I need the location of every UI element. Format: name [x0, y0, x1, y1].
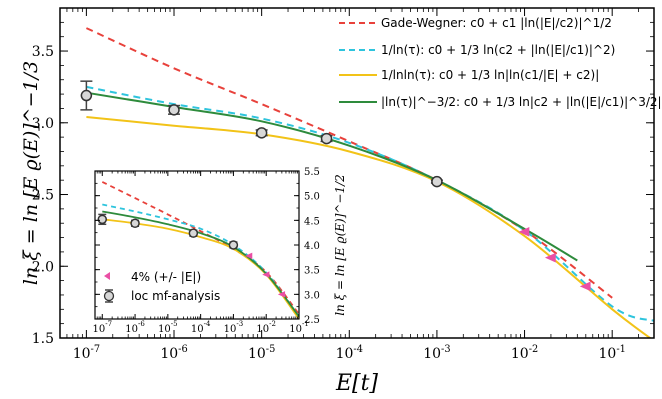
scatter-point [277, 291, 286, 298]
x-tick-label: 10-6 [125, 320, 145, 335]
data-point [255, 127, 268, 139]
scatter-point [579, 281, 591, 292]
main-y-axis-label: ln ξ = ln [E ϱ(E)]^−1/3 [20, 61, 42, 285]
inset-plot-frame [94, 170, 300, 320]
scatter-point [262, 271, 270, 278]
data-point [97, 214, 108, 225]
x-tick-label: 10-1 [289, 320, 309, 335]
main-plot-frame [59, 7, 655, 339]
inset-x-ticks: 10-7 10-6 10-5 10-4 10-3 10-2 10-1 [92, 320, 308, 335]
legend-label-lnln-tau: 1/lnln(τ): c0 + 1/3 ln|ln(c1/|E| + c2)| [381, 68, 599, 82]
inset-legend: 4% (+/- |E|) loc mf-analysis [103, 270, 220, 303]
legend-label-ln-tau: 1/ln(τ): c0 + 1/3 ln(c2 + |ln(|E|/c1)|^2… [381, 43, 615, 57]
inset-plot-points [97, 213, 239, 250]
x-tick-label: 10-7 [73, 344, 100, 362]
y-tick-label: 2.0 [32, 259, 54, 275]
series-line-0 [101, 181, 299, 315]
scatter-point [245, 252, 253, 260]
legend-label-gade-wegner: Gade-Wegner: c0 + c1 |ln(|E|/c2)|^1/2 [381, 16, 612, 30]
y-tick-label: 4.5 [304, 216, 320, 227]
legend-label-ln-tau-power: |ln(τ)|^−3/2: c0 + 1/3 ln|c2 + |ln(|E|/c… [381, 95, 662, 109]
inset-legend-marker-scatter [104, 272, 110, 280]
x-tick-label: 10-3 [423, 344, 450, 362]
main-plot-series [85, 27, 654, 338]
main-y-ticks: 1.5 2.0 2.5 3.0 3.5 [32, 44, 54, 347]
y-tick-label: 5.5 [304, 167, 320, 178]
data-point [168, 104, 180, 116]
y-tick-label: 2.5 [32, 188, 54, 204]
inset-legend-circle [103, 290, 115, 302]
x-tick-label: 10-4 [336, 344, 363, 362]
data-point [431, 175, 443, 188]
y-tick-label: 2.5 [304, 315, 320, 326]
y-tick-label: 3.5 [304, 266, 320, 277]
x-tick-label: 10-6 [160, 344, 187, 362]
inset-y-axis-label: ln ξ = ln [E ϱ(E)]^−1/2 [333, 174, 347, 316]
x-tick-label: 10-5 [248, 344, 275, 362]
x-tick-label: 10-2 [511, 344, 538, 362]
x-tick-label: 10-4 [191, 320, 211, 335]
y-tick-label: 1.5 [32, 331, 54, 347]
series-line-1 [86, 85, 654, 322]
main-x-axis-label: E[t] [335, 371, 378, 396]
y-tick-label: 3.5 [32, 44, 54, 60]
plot-frame [59, 7, 655, 339]
y-tick-label: 3.0 [32, 116, 54, 132]
x-tick-label: 10-3 [224, 320, 244, 335]
y-tick-label: 4.0 [304, 241, 320, 252]
x-tick-label: 10-7 [92, 320, 112, 335]
main-legend: Gade-Wegner: c0 + c1 |ln(|E|/c2)|^1/2 1/… [339, 16, 662, 109]
data-point [130, 218, 140, 229]
inset-y-ticks: 2.5 3.0 3.5 4.0 4.5 5.0 5.5 [304, 167, 320, 326]
scatter-point [544, 252, 556, 263]
series-line-2 [86, 116, 652, 338]
scatter-point [518, 227, 530, 237]
data-point [228, 240, 239, 250]
data-point [188, 228, 199, 238]
y-tick-label: 5.0 [304, 192, 320, 203]
data-point [80, 89, 93, 102]
data-point [320, 132, 333, 145]
y-tick-label: 3.0 [304, 290, 320, 301]
inset-legend-label-errorbar: loc mf-analysis [131, 289, 220, 303]
main-plot-points [80, 80, 443, 188]
inset-legend-label-scatter: 4% (+/- |E|) [131, 270, 201, 284]
x-tick-label: 10-1 [599, 344, 626, 362]
x-tick-label: 10-5 [158, 320, 178, 335]
main-x-ticks: 10-7 10-6 10-5 10-4 10-3 10-2 10-1 [73, 344, 626, 362]
x-tick-label: 10-2 [256, 320, 276, 335]
